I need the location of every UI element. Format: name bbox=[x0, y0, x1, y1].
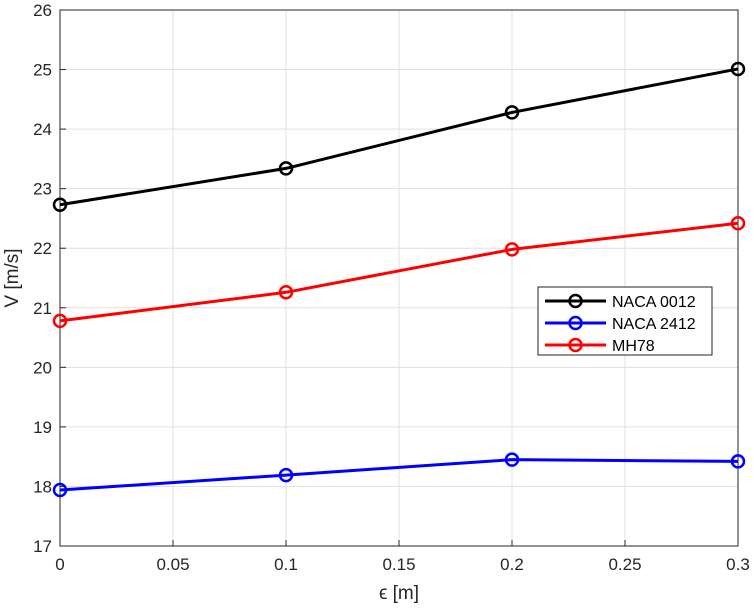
x-tick-label: 0.2 bbox=[500, 555, 524, 574]
data-point-marker bbox=[278, 161, 294, 176]
series-line bbox=[59, 458, 739, 492]
series-group bbox=[52, 215, 746, 329]
series-group bbox=[52, 61, 746, 212]
axis-ticks: 0 0.05 0.1 0.15 0.2 0.25 0.3 17 18 19 20 21 22 23 24 25… bbox=[33, 1, 750, 574]
series-line bbox=[59, 67, 739, 207]
series-line bbox=[59, 221, 739, 323]
y-tick-label: 26 bbox=[33, 1, 52, 20]
x-tick-label: 0.1 bbox=[274, 555, 298, 574]
x-tick-label: 0.05 bbox=[156, 555, 189, 574]
x-tick-label: 0.15 bbox=[382, 555, 415, 574]
legend-label: NACA 2412 bbox=[612, 316, 696, 333]
data-point-marker bbox=[504, 452, 520, 467]
y-tick-label: 23 bbox=[33, 180, 52, 199]
legend-label: NACA 0012 bbox=[612, 294, 696, 311]
data-point-marker bbox=[52, 197, 68, 212]
x-tick-label: 0.3 bbox=[726, 555, 750, 574]
series-group bbox=[52, 452, 746, 498]
series-layer bbox=[52, 61, 746, 498]
y-tick-label: 18 bbox=[33, 477, 52, 496]
legend-entries: NACA 0012 NACA 2412 MH78 bbox=[545, 293, 696, 355]
y-tick-label: 22 bbox=[33, 239, 52, 258]
data-point-marker bbox=[52, 313, 68, 329]
data-point-marker bbox=[730, 454, 746, 469]
x-tick-label: 0 bbox=[55, 555, 64, 574]
data-point-marker bbox=[730, 215, 746, 231]
y-tick-label: 25 bbox=[33, 61, 52, 80]
y-tick-label: 24 bbox=[33, 120, 52, 139]
data-point-marker bbox=[278, 285, 294, 300]
legend: NACA 0012 NACA 2412 MH78 bbox=[537, 286, 713, 356]
data-point-marker bbox=[504, 242, 520, 257]
x-axis-label: ϵ [m] bbox=[379, 583, 419, 604]
y-tick-label: 17 bbox=[33, 537, 52, 556]
legend-marker bbox=[568, 293, 583, 309]
legend-label: MH78 bbox=[612, 338, 655, 355]
data-point-marker bbox=[730, 61, 746, 77]
x-tick-label: 0.25 bbox=[608, 555, 641, 574]
data-point-marker bbox=[52, 482, 68, 498]
y-axis-label: V [m/s] bbox=[2, 248, 23, 307]
data-point-marker bbox=[504, 105, 520, 120]
y-tick-label: 19 bbox=[33, 418, 52, 437]
legend-marker bbox=[568, 337, 583, 353]
y-tick-label: 21 bbox=[33, 299, 52, 318]
legend-marker bbox=[568, 315, 583, 331]
data-point-marker bbox=[278, 467, 294, 483]
y-tick-label: 20 bbox=[33, 358, 52, 377]
